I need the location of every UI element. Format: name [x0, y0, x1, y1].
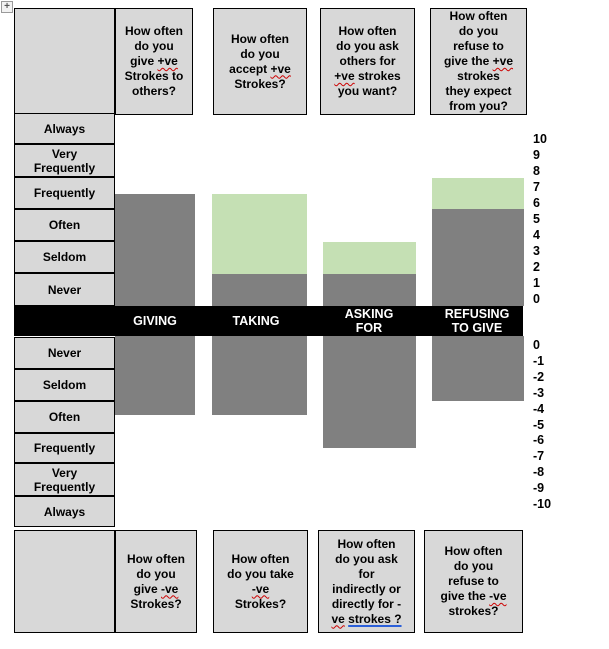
- spellcheck-mark: -ve: [251, 581, 270, 596]
- freq-label-seldom-bottom: Seldom: [14, 369, 115, 401]
- question-text: How often do you take -ve Strokes?: [227, 551, 294, 611]
- freq-label-frequently-top: Frequently: [14, 177, 115, 209]
- question-text: How often do you give -ve Strokes?: [127, 551, 185, 611]
- table-move-handle[interactable]: +: [1, 1, 13, 13]
- axis-tick: -3: [533, 386, 545, 400]
- axis-tick: -7: [533, 449, 545, 463]
- question-refuse-negative: How often do you refuse to give the -ve …: [424, 530, 523, 633]
- freq-label-very-frequently-top: Very Frequently: [14, 144, 115, 177]
- axis-tick: 3: [533, 244, 540, 258]
- freq-label-always-bottom: Always: [14, 496, 115, 527]
- freq-label-never-top: Never: [14, 273, 115, 306]
- freq-label-frequently-bottom: Frequently: [14, 433, 115, 463]
- axis-tick: -4: [533, 402, 545, 416]
- axis-tick: -1: [533, 354, 545, 368]
- question-text: How often do you accept +ve Strokes?: [229, 31, 291, 91]
- band-label-giving: GIVING: [133, 314, 177, 328]
- axis-tick: 2: [533, 260, 540, 274]
- grammar-mark: strokes ?: [348, 611, 402, 626]
- bar-refusing-to-give-positive-gray: [432, 209, 524, 306]
- move-icon: +: [4, 1, 10, 12]
- spellcheck-mark: ve: [331, 611, 345, 626]
- axis-tick: 1: [533, 276, 540, 290]
- freq-label-often-top: Often: [14, 209, 115, 241]
- spellcheck-mark: +ve: [157, 54, 178, 68]
- bar-refusing-to-give-negative: [432, 336, 524, 401]
- bar-giving-negative: [115, 336, 195, 415]
- axis-tick: 0: [533, 292, 540, 306]
- freq-label-often-bottom: Often: [14, 401, 115, 433]
- spellcheck-mark: -ve: [489, 589, 507, 603]
- freq-label-never-bottom: Never: [14, 337, 115, 369]
- axis-tick: -8: [533, 465, 545, 479]
- question-text: How often do you ask for indirectly or d…: [331, 536, 402, 626]
- band-label-refusing-to-give: REFUSING TO GIVE: [444, 307, 510, 335]
- band-label-taking: TAKING: [232, 314, 280, 328]
- band-label-asking-for: ASKING FOR: [344, 307, 394, 335]
- bar-asking-for-negative: [323, 336, 416, 448]
- question-give-negative: How often do you give -ve Strokes?: [115, 530, 197, 633]
- bar-taking-negative: [212, 336, 307, 415]
- corner-cell-bottom: [14, 530, 115, 633]
- bar-asking-for-positive-gray: [323, 274, 416, 306]
- axis-tick: -6: [533, 433, 545, 447]
- question-refuse-positive: How often do you refuse to give the +ve …: [430, 8, 527, 115]
- bar-asking-for-positive-green: [323, 242, 416, 274]
- question-ask-negative: How often do you ask for indirectly or d…: [318, 530, 415, 633]
- bar-giving-positive-gray: [115, 194, 195, 306]
- question-give-positive: How often do you give +ve Strokes to oth…: [115, 8, 193, 115]
- spellcheck-mark: +ve: [492, 54, 514, 68]
- axis-tick: 4: [533, 228, 540, 242]
- question-text: How often do you ask others for +ve stro…: [334, 24, 401, 98]
- question-text: How often do you refuse to give the +ve …: [443, 9, 514, 113]
- axis-tick: 6: [533, 196, 540, 210]
- question-text: How often do you give +ve Strokes to oth…: [124, 24, 184, 98]
- axis-tick: 0: [533, 338, 540, 352]
- spellcheck-mark: -ve: [161, 581, 179, 596]
- axis-tick: 8: [533, 164, 540, 178]
- question-text: How often do you refuse to give the -ve …: [440, 544, 507, 618]
- question-ask-positive: How often do you ask others for +ve stro…: [320, 8, 415, 115]
- bar-refusing-to-give-positive-green: [432, 178, 524, 209]
- freq-label-very-frequently-bottom: Very Frequently: [14, 463, 115, 496]
- spellcheck-mark: +ve: [270, 61, 291, 76]
- bar-taking-positive-green: [212, 194, 307, 274]
- spellcheck-mark: +ve: [334, 69, 355, 83]
- axis-tick: -10: [533, 497, 552, 511]
- corner-cell-top: [14, 8, 115, 115]
- axis-tick: -9: [533, 481, 545, 495]
- freq-label-always-top: Always: [14, 113, 115, 144]
- axis-tick: -5: [533, 418, 545, 432]
- freq-label-seldom-top: Seldom: [14, 241, 115, 273]
- axis-tick: 5: [533, 212, 540, 226]
- question-accept-positive: How often do you accept +ve Strokes?: [213, 8, 307, 115]
- category-band: GIVING TAKING ASKING FOR REFUSING TO GIV…: [14, 306, 523, 336]
- axis-tick: 7: [533, 180, 540, 194]
- question-take-negative: How often do you take -ve Strokes?: [213, 530, 308, 633]
- bar-taking-positive-gray: [212, 274, 307, 306]
- axis-tick: 10: [533, 132, 547, 146]
- axis-tick: -2: [533, 370, 545, 384]
- axis-tick: 9: [533, 148, 540, 162]
